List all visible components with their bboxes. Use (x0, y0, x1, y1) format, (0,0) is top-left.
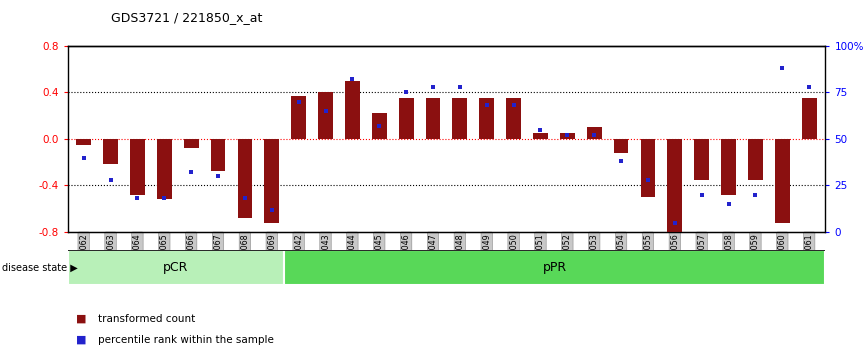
Bar (425, 98, 441, 139)
Bar (372, 113, 386, 139)
Bar (237, 139, 252, 218)
Text: GDS3721 / 221850_x_at: GDS3721 / 221850_x_at (111, 11, 262, 24)
Bar (452, 98, 468, 139)
Bar (345, 81, 359, 139)
Text: percentile rank within the sample: percentile rank within the sample (98, 335, 274, 345)
Bar (398, 98, 413, 139)
Bar (668, 139, 682, 238)
Bar (210, 139, 225, 171)
Bar (587, 127, 602, 139)
Text: transformed count: transformed count (98, 314, 195, 324)
Bar (68, 250, 284, 285)
Text: pPR: pPR (543, 261, 566, 274)
Bar (507, 98, 521, 139)
Bar (157, 139, 171, 199)
Bar (802, 98, 817, 139)
Text: ■: ■ (76, 314, 87, 324)
Bar (103, 139, 118, 165)
Bar (560, 133, 575, 139)
Bar (721, 139, 736, 195)
Bar (291, 96, 306, 139)
Bar (641, 139, 656, 197)
Bar (775, 139, 790, 223)
Bar (318, 92, 333, 139)
Text: disease state ▶: disease state ▶ (2, 262, 77, 272)
Bar (130, 139, 145, 195)
Bar (480, 98, 494, 139)
Bar (533, 133, 548, 139)
Bar (264, 139, 279, 223)
Bar (184, 139, 198, 148)
Bar (614, 139, 629, 153)
Bar (695, 139, 709, 179)
Bar (76, 139, 91, 145)
Bar (284, 250, 825, 285)
Text: ■: ■ (76, 335, 87, 345)
Bar (748, 139, 763, 179)
Text: pCR: pCR (163, 261, 189, 274)
